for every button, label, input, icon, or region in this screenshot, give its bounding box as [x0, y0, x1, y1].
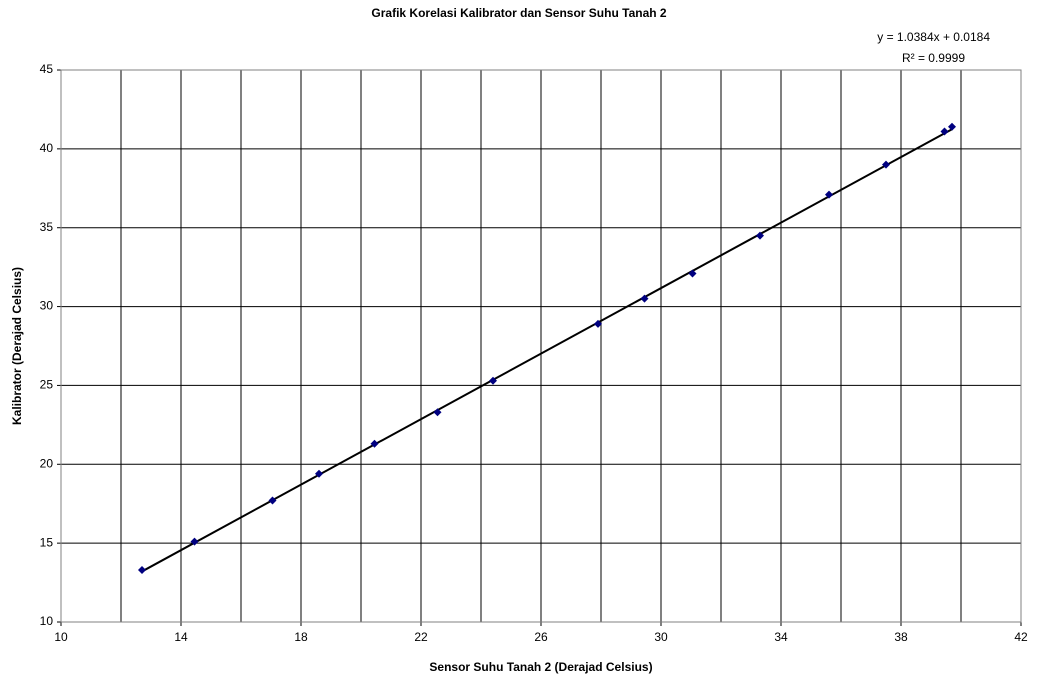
x-axis-label: Sensor Suhu Tanah 2 (Derajad Celsius) [429, 660, 652, 674]
point [825, 190, 833, 199]
x-tick-label: 10 [54, 630, 68, 644]
point [268, 496, 277, 505]
chart-title: Grafik Korelasi Kalibrator dan Sensor Su… [371, 6, 667, 20]
y-axis-label: Kalibrator (Derajad Celsius) [10, 267, 24, 425]
trendline [141, 128, 953, 573]
point [433, 408, 442, 417]
x-tick-label: 18 [294, 630, 308, 644]
trendline-equation: y = 1.0384x + 0.0184 [877, 30, 990, 44]
point [594, 319, 602, 328]
x-tick-label: 38 [894, 630, 908, 644]
y-tick-label: 15 [40, 535, 54, 549]
y-tick-label: 20 [40, 456, 54, 470]
trendline-r2: R² = 0.9999 [902, 51, 965, 65]
y-tick-label: 25 [40, 378, 54, 392]
point [948, 122, 956, 131]
x-tick-label: 42 [1014, 630, 1028, 644]
point [640, 294, 649, 303]
y-tick-label: 40 [40, 141, 54, 155]
point [756, 231, 764, 240]
x-tick-label: 26 [534, 630, 548, 644]
x-tick-label: 34 [774, 630, 788, 644]
point [882, 160, 890, 169]
point [315, 469, 323, 478]
point [190, 537, 199, 546]
plot-border [60, 69, 1022, 623]
y-tick-label: 45 [40, 62, 54, 76]
point [940, 127, 949, 136]
point [370, 439, 379, 448]
y-tick-label: 35 [40, 220, 54, 234]
point [138, 565, 146, 574]
y-tick-label: 10 [40, 614, 54, 628]
y-tick-label: 30 [40, 299, 54, 313]
point [688, 269, 697, 278]
x-tick-label: 22 [414, 630, 428, 644]
point [489, 376, 497, 385]
x-tick-label: 30 [654, 630, 668, 644]
x-tick-label: 14 [174, 630, 188, 644]
